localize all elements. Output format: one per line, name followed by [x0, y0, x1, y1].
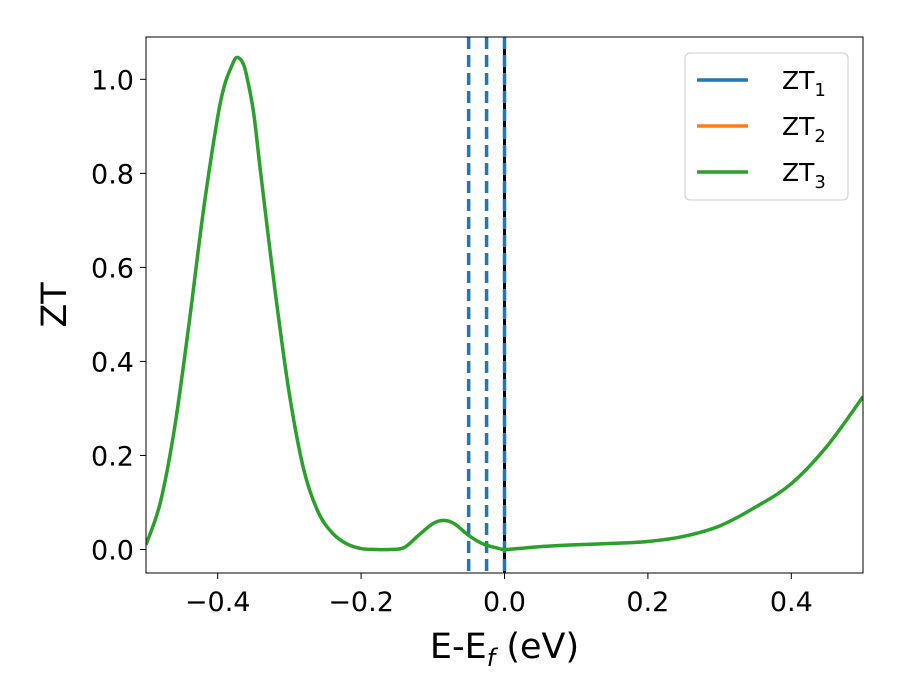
x-axis-ticks: −0.4 −0.2 0.0 0.2 0.4	[185, 573, 813, 618]
y-axis-ticks: 0.0 0.2 0.4 0.6 0.8 1.0	[91, 65, 146, 566]
x-tick-label: 0.4	[770, 587, 813, 618]
y-tick-label: 0.6	[91, 253, 134, 284]
vertical-reference-lines	[466, 37, 507, 573]
x-axis-label-base: E-E	[430, 627, 487, 667]
y-tick-label: 0.8	[91, 159, 134, 190]
y-axis-label: ZT	[35, 282, 75, 328]
x-tick-label: 0.2	[626, 587, 669, 618]
legend-box	[684, 52, 849, 201]
x-tick-label: −0.4	[185, 587, 251, 618]
x-axis-label-unit: (eV)	[495, 627, 579, 667]
legend: ZT1 ZT2 ZT3	[684, 52, 849, 201]
legend-label: ZT2	[782, 112, 826, 147]
x-axis-label: E-Ef (eV)	[430, 627, 579, 672]
series-layer	[146, 55, 863, 552]
y-tick-label: 1.0	[91, 65, 134, 96]
x-tick-label: −0.2	[328, 587, 394, 618]
x-tick-label: 0.0	[483, 587, 526, 618]
legend-label: ZT1	[782, 66, 826, 101]
legend-label: ZT3	[782, 158, 826, 193]
y-tick-label: 0.0	[91, 535, 134, 566]
y-tick-label: 0.2	[91, 441, 134, 472]
series-line-zt3	[146, 55, 863, 552]
y-tick-label: 0.4	[91, 347, 134, 378]
